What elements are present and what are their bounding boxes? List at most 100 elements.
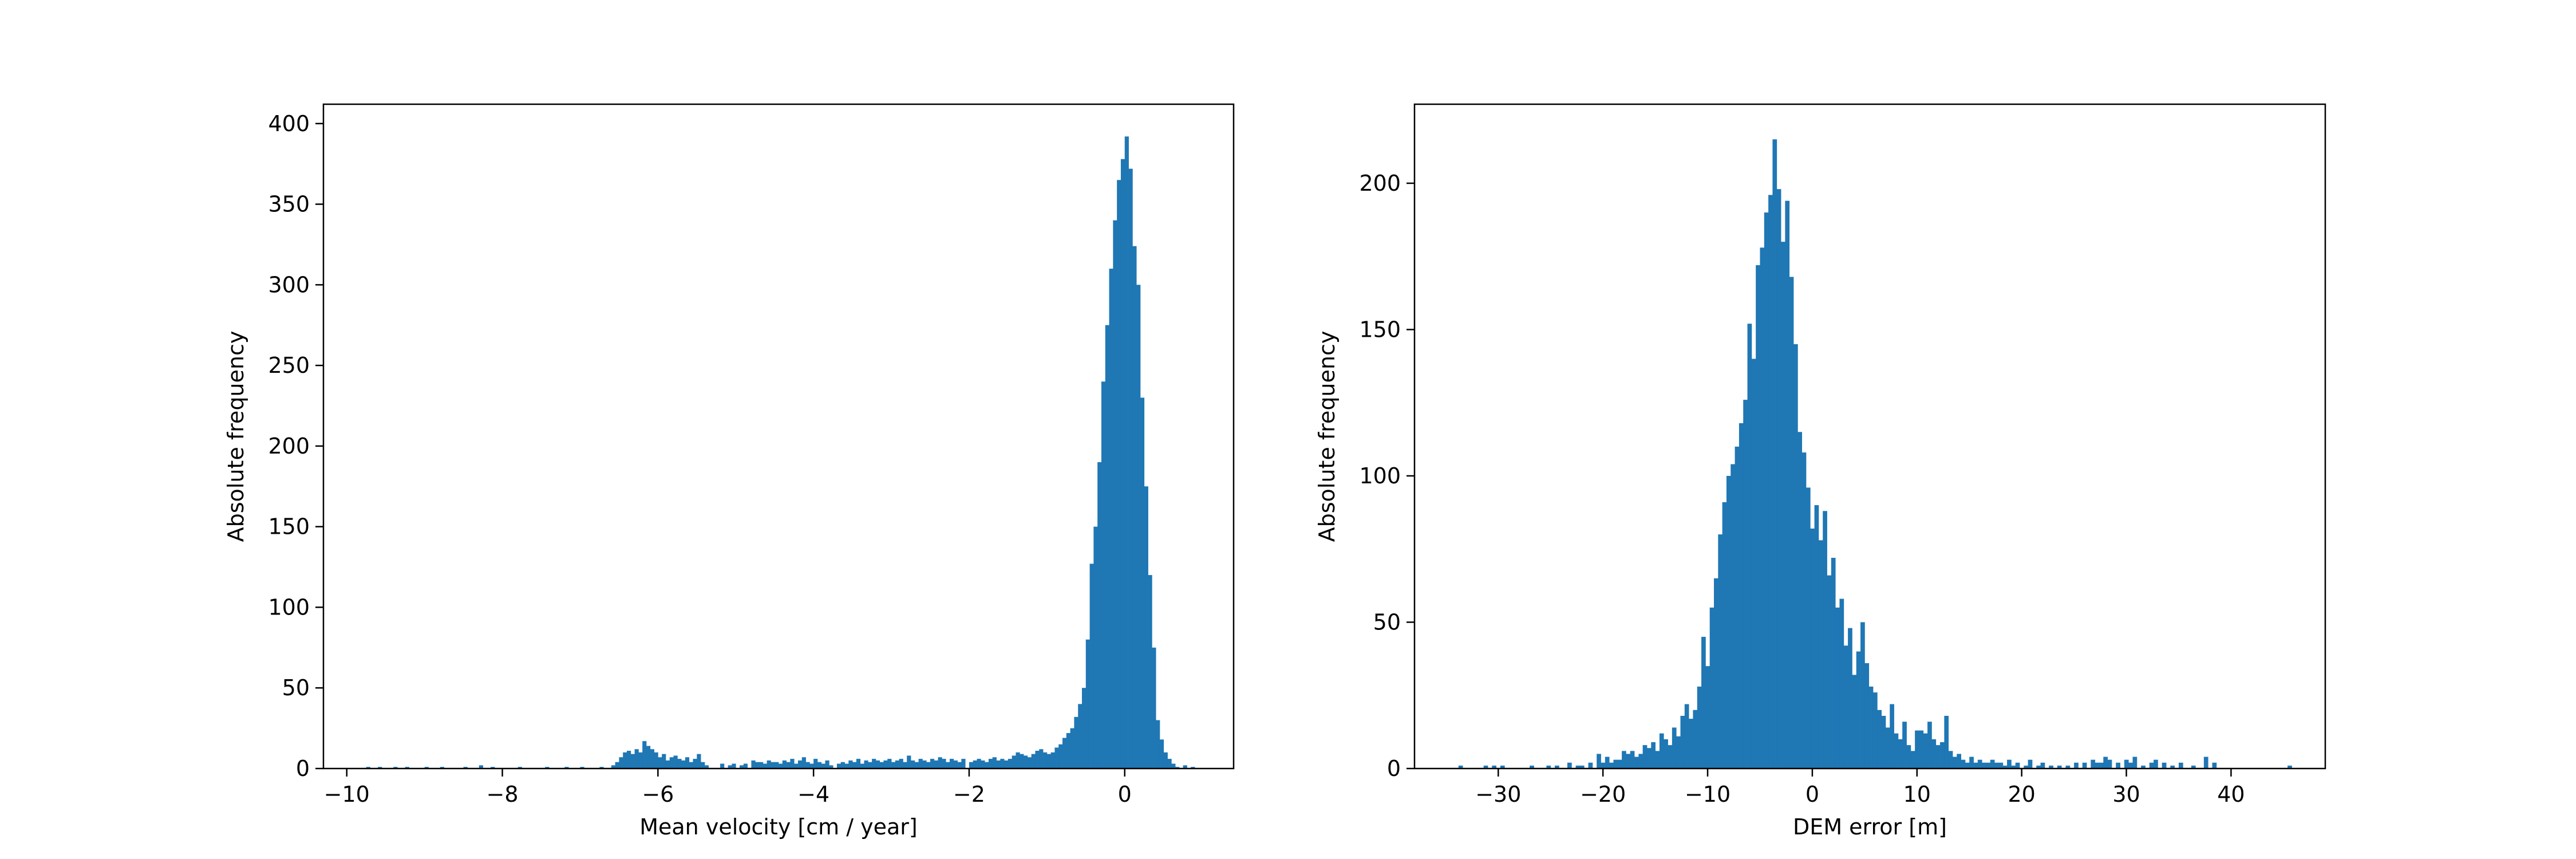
histogram-bar xyxy=(775,762,779,769)
histogram-bar xyxy=(930,759,935,769)
histogram-bar xyxy=(836,763,841,769)
histogram-bar xyxy=(630,754,635,769)
histogram-bar xyxy=(1027,757,1032,769)
histogram-bar xyxy=(779,763,783,769)
histogram-bar xyxy=(1579,765,1585,769)
histogram-bar xyxy=(875,760,880,769)
histogram-bar xyxy=(2011,765,2016,769)
histogram-bar xyxy=(424,767,429,769)
x-tick-label: 10 xyxy=(1903,782,1931,807)
histogram-bar xyxy=(654,752,658,769)
histogram-bar xyxy=(1613,759,1618,769)
histogram-bar xyxy=(2015,762,2020,769)
histogram-bar xyxy=(1672,727,1677,769)
histogram-bar xyxy=(1868,686,1874,769)
histogram-bar xyxy=(1977,759,1982,769)
histogram-bar xyxy=(1082,688,1086,769)
histogram-bar xyxy=(611,765,616,769)
histogram-bar xyxy=(1050,752,1055,769)
x-tick-label: 0 xyxy=(1805,782,1819,807)
histogram-bar xyxy=(1066,733,1071,769)
histogram-bar xyxy=(1634,756,1639,769)
histogram-bar xyxy=(1668,745,1673,769)
histogram-bar xyxy=(720,763,725,769)
x-tick-label: 0 xyxy=(1118,782,1132,807)
histogram-bar xyxy=(1948,751,1953,769)
bars xyxy=(1458,139,2292,769)
histogram-bar xyxy=(2057,765,2062,769)
histogram-bar xyxy=(2141,765,2146,769)
histogram-bar xyxy=(646,746,651,769)
histogram-bar xyxy=(2149,762,2154,769)
histogram-bar xyxy=(1500,765,1505,769)
histogram-bar xyxy=(1805,487,1811,769)
histogram-bar xyxy=(693,759,697,769)
histogram-bar xyxy=(1990,759,1995,769)
histogram-bar xyxy=(615,762,619,769)
histogram-bar xyxy=(957,762,962,769)
histogram-bar xyxy=(517,767,522,769)
histogram-bar xyxy=(938,757,942,769)
histogram-bar xyxy=(2074,762,2079,769)
histogram-bar xyxy=(988,759,993,769)
histogram-bar xyxy=(973,760,977,769)
histogram-bar xyxy=(673,755,678,769)
histogram-bar xyxy=(1986,762,1991,769)
histogram-bar xyxy=(1760,247,1765,769)
histogram-bar xyxy=(378,767,382,769)
histogram-bar xyxy=(2170,765,2175,769)
histogram-bar xyxy=(840,762,845,769)
histogram-bar xyxy=(782,760,787,769)
histogram-bar xyxy=(864,760,868,769)
histogram-bar xyxy=(809,763,814,769)
histogram-bar xyxy=(1835,607,1840,769)
histogram-bar xyxy=(1085,639,1090,769)
histogram-bar xyxy=(689,762,693,769)
histogram-bar xyxy=(1852,675,1857,769)
histogram-bar xyxy=(1894,733,1899,769)
histogram-bar xyxy=(1609,762,1614,769)
histogram-bar xyxy=(1148,575,1152,769)
y-tick-label: 0 xyxy=(296,756,310,781)
y-tick-label: 200 xyxy=(268,434,310,459)
histogram-bar xyxy=(1793,344,1798,769)
histogram-bar xyxy=(743,763,748,769)
histogram-bar xyxy=(1961,759,1966,769)
histogram-bar xyxy=(1848,628,1852,769)
histogram-bar xyxy=(1931,739,1937,769)
histogram-bar xyxy=(825,760,829,769)
histogram-bar xyxy=(751,760,756,769)
x-axis-label: Mean velocity [cm / year] xyxy=(639,814,918,840)
histogram-bar xyxy=(1676,736,1681,769)
histogram-bar xyxy=(1622,751,1626,769)
histogram-bar xyxy=(366,767,370,769)
histogram-bar xyxy=(1655,751,1660,769)
histogram-bar xyxy=(1998,762,2004,769)
histogram-bar xyxy=(1973,762,1978,769)
histogram-bar xyxy=(662,754,666,769)
histogram-bar xyxy=(755,762,760,769)
histogram-bar xyxy=(642,741,647,769)
histogram-bar xyxy=(2178,762,2183,769)
histogram-bar xyxy=(1167,759,1172,769)
histogram-bar xyxy=(1730,464,1735,769)
histogram-bar xyxy=(1101,381,1106,769)
histogram-bar xyxy=(1664,739,1668,769)
velocity-histogram-panel: −10 −8 −6 −4 −2 0 0 50 100 150 200 250 300 350 400 Mean… xyxy=(223,103,1235,840)
histogram-bar xyxy=(918,759,923,769)
histogram-bar xyxy=(650,749,654,769)
y-tick-label: 0 xyxy=(1387,756,1401,781)
histogram-bar xyxy=(1693,710,1698,769)
histogram-bar xyxy=(1860,622,1865,769)
histogram-bar xyxy=(895,760,900,769)
histogram-bar xyxy=(813,759,818,769)
histogram-bar xyxy=(728,765,732,769)
histogram-bar xyxy=(1831,558,1836,769)
bars xyxy=(366,136,1195,769)
histogram-bar xyxy=(2103,756,2108,769)
histogram-bar xyxy=(946,762,950,769)
histogram-bar xyxy=(829,765,833,769)
histogram-bar xyxy=(1839,598,1844,769)
